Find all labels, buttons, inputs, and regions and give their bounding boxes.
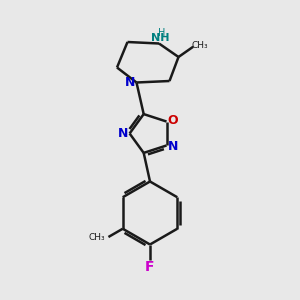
Text: CH₃: CH₃: [191, 41, 208, 50]
Text: N: N: [125, 76, 135, 89]
Text: H: H: [158, 28, 165, 38]
Text: N: N: [168, 140, 178, 154]
Text: N: N: [118, 127, 128, 140]
Text: CH₃: CH₃: [88, 233, 105, 242]
Text: O: O: [168, 113, 178, 127]
Text: NH: NH: [151, 33, 170, 43]
Text: F: F: [145, 260, 155, 274]
